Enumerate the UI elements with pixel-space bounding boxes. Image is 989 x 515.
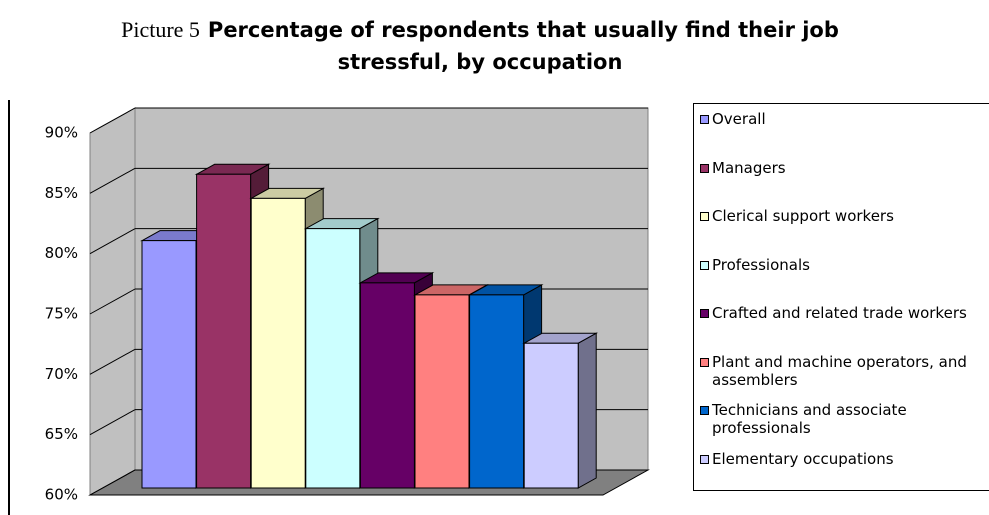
figure-label: Picture 5 [121, 17, 200, 42]
side-grid-line [89, 409, 136, 436]
y-tick-label: 70% [45, 365, 78, 383]
legend-label: Managers [712, 158, 786, 177]
y-tick-label: 75% [45, 305, 78, 323]
legend-swatch [700, 357, 709, 367]
bar-front [250, 197, 306, 489]
title-text: Percentage of respondents that usually f… [207, 18, 839, 74]
legend: Overall Managers Clerical support workers P… [693, 103, 989, 491]
bar-front [359, 282, 415, 489]
y-tick-label: 65% [45, 425, 78, 443]
legend-label: Crafted and related trade workers [712, 304, 967, 322]
bar-front [141, 240, 197, 489]
bar-front [305, 228, 361, 489]
y-tick-label: 85% [45, 184, 78, 202]
legend-label: Elementary occupations [712, 449, 894, 468]
bar-front [523, 342, 579, 489]
legend-swatch [700, 406, 709, 415]
legend-swatch [700, 115, 709, 124]
bar-front [196, 173, 252, 489]
side-grid-line [89, 167, 136, 194]
bar-front [469, 294, 525, 489]
side-grid-line [89, 348, 136, 375]
legend-label: Clerical support workers [712, 207, 894, 225]
y-tick-label: 60% [45, 486, 78, 504]
y-tick-label: 90% [45, 124, 78, 142]
bar-front [414, 294, 470, 489]
legend-swatch [700, 212, 709, 221]
legend-label: Plant and machine operators, and assembl… [712, 352, 967, 389]
legend-swatch [700, 309, 709, 318]
legend-swatch [700, 163, 709, 173]
y-tick-label: 80% [45, 244, 78, 262]
legend-swatch [700, 260, 709, 270]
legend-label: Professionals [712, 255, 810, 274]
chart-title: Picture 5 Percentage of respondents that … [80, 14, 880, 78]
side-grid-line [89, 107, 136, 134]
legend-label: Overall [712, 110, 766, 128]
legend-swatch [700, 454, 709, 464]
bar [522, 332, 599, 489]
side-grid-line [89, 469, 136, 496]
bar-side [577, 332, 597, 489]
side-grid-line [89, 288, 136, 315]
legend-label: Technicians and associate professionals [712, 401, 907, 437]
side-grid-line [89, 228, 136, 255]
